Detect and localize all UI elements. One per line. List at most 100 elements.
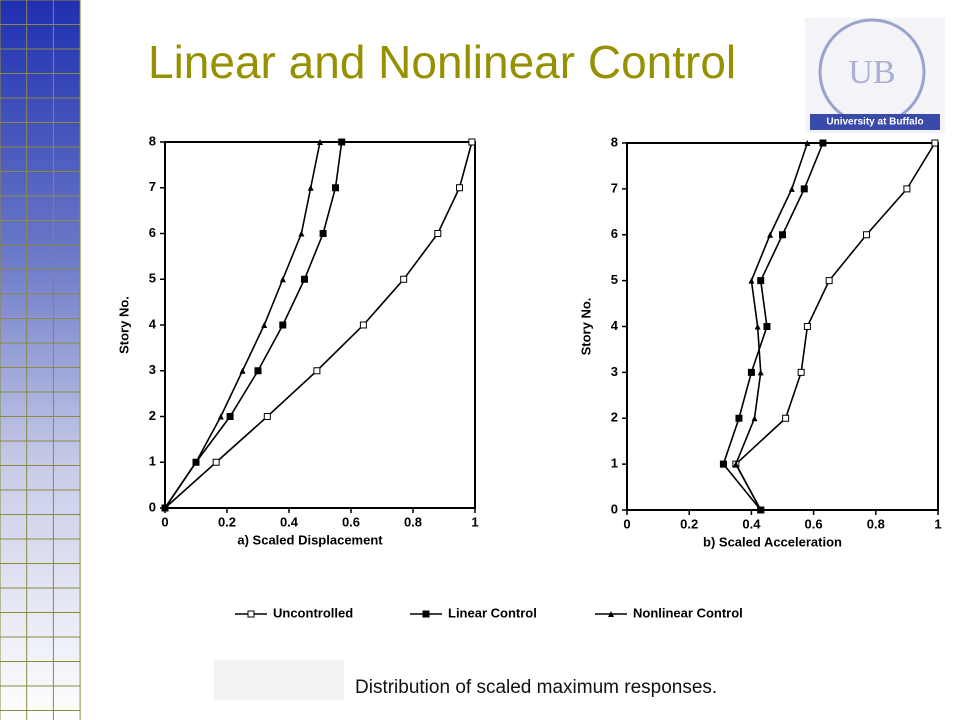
x-tick-label: 1	[934, 516, 941, 531]
y-tick-label: 7	[149, 179, 156, 194]
x-tick-label: 1	[471, 514, 478, 529]
marker	[800, 185, 808, 193]
y-tick-label: 5	[149, 271, 156, 286]
y-tick-label: 7	[611, 180, 618, 195]
marker	[279, 321, 287, 329]
logo-text: University at Buffalo	[826, 117, 923, 128]
x-tick-label: 0	[161, 514, 168, 529]
x-tick-label: 0.8	[867, 516, 885, 531]
marker	[862, 231, 870, 239]
marker	[732, 461, 739, 468]
marker	[212, 458, 220, 466]
y-tick-label: 8	[149, 133, 156, 148]
marker	[931, 139, 939, 147]
marker	[338, 138, 346, 146]
caption-box	[214, 660, 344, 700]
marker	[797, 368, 805, 376]
y-axis-label: Story No.	[116, 296, 131, 354]
series-line	[164, 141, 343, 509]
marker	[767, 231, 774, 238]
marker	[456, 184, 463, 192]
y-axis-label: Story No.	[578, 298, 593, 356]
marker	[434, 230, 442, 237]
x-axis-label: a) Scaled Displacement	[237, 532, 383, 547]
marker	[751, 415, 758, 422]
y-tick-label: 4	[149, 316, 157, 331]
series-line	[164, 141, 473, 509]
marker	[400, 275, 408, 283]
marker	[301, 275, 308, 283]
logo-mark: UB	[848, 54, 895, 91]
x-tick-label: 0.6	[805, 516, 823, 531]
logo-banner	[810, 114, 940, 130]
marker	[763, 323, 771, 330]
y-tick-label: 3	[149, 362, 156, 377]
marker	[803, 323, 811, 330]
marker	[317, 139, 323, 145]
marker	[226, 413, 234, 420]
y-tick-label: 0	[149, 499, 156, 514]
legend-label: Linear Control	[448, 605, 537, 620]
y-tick-label: 6	[611, 226, 618, 241]
marker	[788, 185, 795, 192]
legend-label: Uncontrolled	[273, 605, 353, 620]
y-tick-label: 3	[611, 364, 618, 379]
marker	[319, 230, 327, 237]
marker	[719, 460, 727, 468]
marker	[757, 369, 764, 376]
marker	[754, 323, 761, 330]
marker	[254, 367, 262, 375]
marker	[825, 277, 833, 285]
x-tick-label: 0.6	[342, 514, 360, 529]
plot-frame	[626, 142, 939, 511]
marker	[279, 276, 286, 283]
marker	[779, 231, 786, 239]
marker	[263, 413, 271, 420]
legend-marker	[422, 610, 430, 618]
marker	[819, 139, 827, 147]
marker	[757, 277, 765, 285]
y-tick-label: 8	[611, 134, 618, 149]
y-tick-label: 1	[611, 456, 618, 471]
side-grid	[0, 0, 81, 720]
slide-title: Linear and Nonlinear Control	[148, 36, 736, 88]
marker	[332, 184, 339, 192]
legend-marker	[247, 610, 255, 618]
x-tick-label: 0.2	[680, 516, 698, 531]
y-tick-label: 5	[611, 272, 618, 287]
marker	[735, 414, 743, 422]
y-tick-label: 1	[149, 454, 156, 469]
marker	[747, 368, 755, 376]
marker	[903, 185, 911, 193]
x-tick-label: 0.4	[742, 516, 761, 531]
x-tick-label: 0.4	[280, 514, 299, 529]
y-tick-label: 4	[611, 318, 619, 333]
legend-label: Nonlinear Control	[633, 605, 743, 620]
x-tick-label: 0.2	[218, 514, 236, 529]
marker	[757, 507, 764, 513]
marker	[804, 140, 811, 146]
legend-marker	[608, 611, 614, 617]
y-tick-label: 2	[611, 410, 618, 425]
x-axis-label: b) Scaled Acceleration	[703, 534, 842, 549]
marker	[239, 367, 246, 374]
marker	[468, 138, 476, 146]
y-tick-label: 2	[149, 408, 156, 423]
y-tick-label: 6	[149, 225, 156, 240]
side-decoration	[0, 0, 80, 720]
marker	[307, 184, 314, 191]
plot-frame	[164, 141, 476, 509]
marker	[261, 322, 268, 328]
x-tick-label: 0	[623, 516, 630, 531]
y-tick-label: 0	[611, 501, 618, 516]
caption: Distribution of scaled maximum responses…	[355, 677, 717, 698]
series-line	[164, 141, 321, 509]
marker	[193, 459, 199, 466]
x-tick-label: 0.8	[404, 514, 422, 529]
logo-box	[805, 18, 945, 133]
marker	[298, 230, 305, 237]
marker	[217, 413, 224, 420]
marker	[313, 367, 321, 375]
